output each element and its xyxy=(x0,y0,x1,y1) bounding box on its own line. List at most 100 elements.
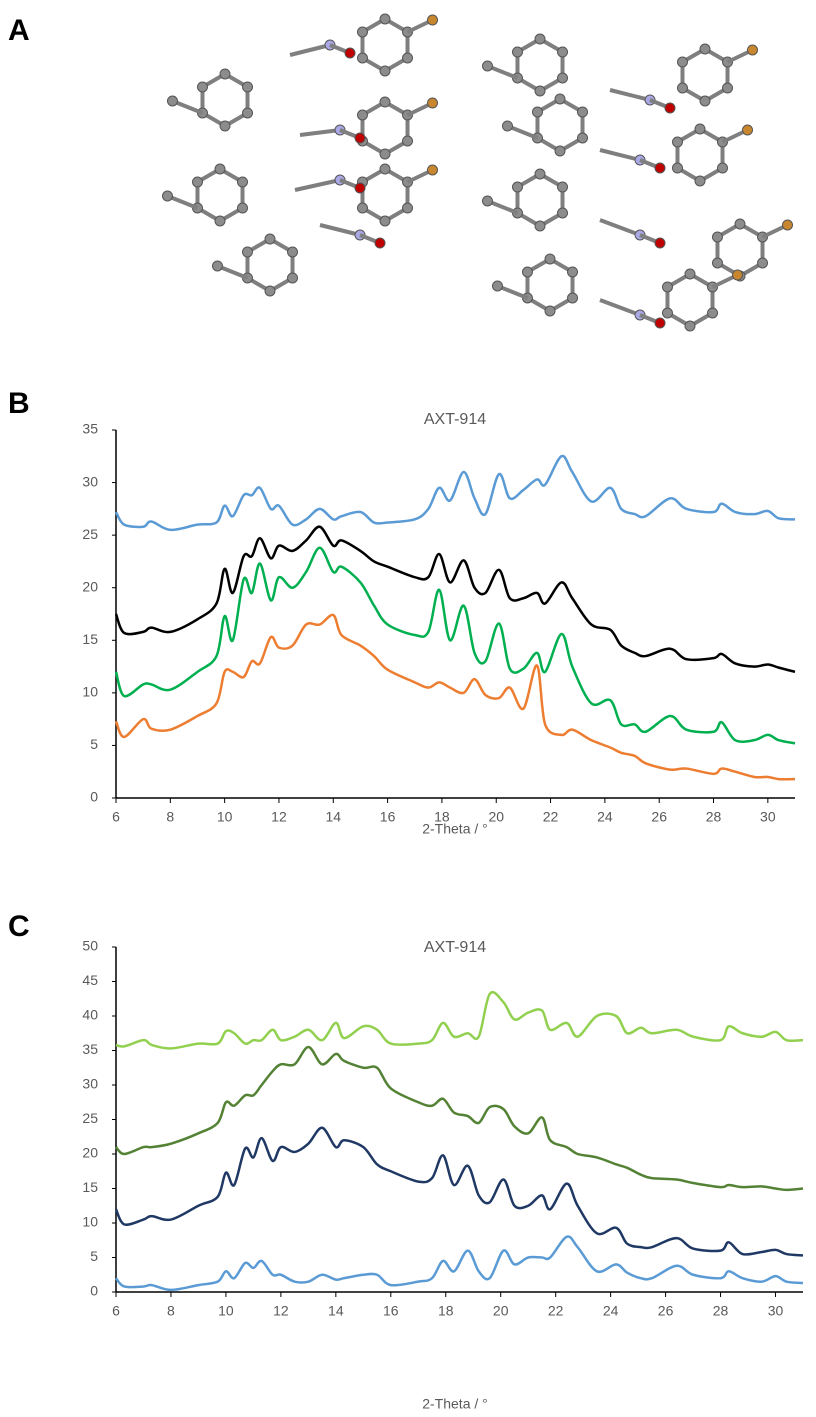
y-tick-label: 5 xyxy=(90,736,98,752)
y-tick-label: 35 xyxy=(82,1041,98,1057)
x-tick-label: 14 xyxy=(328,1303,344,1319)
atom xyxy=(402,52,414,64)
atom xyxy=(711,257,723,269)
atom xyxy=(379,96,391,108)
atom xyxy=(356,109,368,121)
atom xyxy=(557,207,569,219)
x-tick-label: 16 xyxy=(380,809,396,825)
atom xyxy=(344,47,356,59)
atom xyxy=(379,148,391,160)
atom xyxy=(567,292,579,304)
atom xyxy=(287,272,299,284)
y-tick-label: 50 xyxy=(82,938,98,954)
bond xyxy=(319,223,361,237)
atom xyxy=(237,202,249,214)
series-line xyxy=(114,525,796,674)
panel-label: A xyxy=(8,14,30,47)
atom xyxy=(654,162,666,174)
y-tick-label: 15 xyxy=(82,1179,98,1195)
atom xyxy=(481,60,493,72)
atom xyxy=(287,246,299,258)
atom xyxy=(717,162,729,174)
y-tick-label: 0 xyxy=(90,789,98,805)
atom xyxy=(214,163,226,175)
y-tick-label: 45 xyxy=(82,972,98,988)
atom xyxy=(567,266,579,278)
y-tick-label: 40 xyxy=(82,1007,98,1023)
atom xyxy=(711,231,723,243)
y-tick-label: 0 xyxy=(90,1283,98,1299)
atom xyxy=(699,43,711,55)
atom xyxy=(511,181,523,193)
atom xyxy=(694,175,706,187)
atom xyxy=(219,68,231,80)
y-tick-label: 20 xyxy=(82,1145,98,1161)
atom xyxy=(219,120,231,132)
y-tick-label: 15 xyxy=(82,631,98,647)
atom xyxy=(661,281,673,293)
x-axis-label: 2-Theta / ° xyxy=(422,821,488,837)
atom xyxy=(534,85,546,97)
x-tick-label: 6 xyxy=(112,1303,120,1319)
atom xyxy=(577,132,589,144)
atom xyxy=(379,13,391,25)
atom xyxy=(241,246,253,258)
atom xyxy=(684,268,696,280)
atom xyxy=(242,107,254,119)
y-tick-label: 20 xyxy=(82,578,98,594)
atom xyxy=(237,176,249,188)
atom xyxy=(427,164,439,176)
series-line xyxy=(114,1126,804,1257)
x-tick-label: 12 xyxy=(271,809,287,825)
y-tick-label: 5 xyxy=(90,1248,98,1264)
atom xyxy=(402,135,414,147)
x-tick-label: 8 xyxy=(167,1303,175,1319)
x-tick-label: 30 xyxy=(768,1303,784,1319)
atom xyxy=(534,168,546,180)
atom xyxy=(661,307,673,319)
series-line xyxy=(115,1235,804,1292)
atom xyxy=(544,305,556,317)
atom xyxy=(166,95,178,107)
atom xyxy=(402,202,414,214)
x-axis-label: 2-Theta / ° xyxy=(422,1396,488,1412)
panel-label: B xyxy=(8,387,30,420)
x-tick-label: 22 xyxy=(548,1303,564,1319)
atom xyxy=(191,176,203,188)
x-tick-label: 18 xyxy=(434,809,450,825)
y-tick-label: 25 xyxy=(82,526,98,542)
atom xyxy=(264,233,276,245)
atom xyxy=(554,145,566,157)
atom xyxy=(664,102,676,114)
x-tick-label: 24 xyxy=(603,1303,619,1319)
atom xyxy=(161,190,173,202)
atom xyxy=(356,202,368,214)
atom xyxy=(481,195,493,207)
bond xyxy=(299,128,341,137)
atom xyxy=(654,237,666,249)
atom xyxy=(557,46,569,58)
bond xyxy=(599,148,641,162)
atom xyxy=(684,320,696,332)
y-tick-label: 30 xyxy=(82,1076,98,1092)
atom xyxy=(782,219,794,231)
atom xyxy=(379,65,391,77)
atom xyxy=(356,52,368,64)
atom xyxy=(379,215,391,227)
atom xyxy=(427,97,439,109)
x-tick-label: 22 xyxy=(543,809,559,825)
y-tick-label: 30 xyxy=(82,473,98,489)
atom xyxy=(534,220,546,232)
atom xyxy=(747,44,759,56)
atom xyxy=(557,72,569,84)
atom xyxy=(671,136,683,148)
atom xyxy=(676,82,688,94)
atom xyxy=(734,218,746,230)
x-tick-label: 28 xyxy=(706,809,722,825)
atom xyxy=(264,285,276,297)
chart-title: AXT-914 xyxy=(424,939,486,956)
bond xyxy=(294,178,341,192)
atom xyxy=(511,46,523,58)
series-line xyxy=(114,613,796,781)
atom xyxy=(732,269,744,281)
